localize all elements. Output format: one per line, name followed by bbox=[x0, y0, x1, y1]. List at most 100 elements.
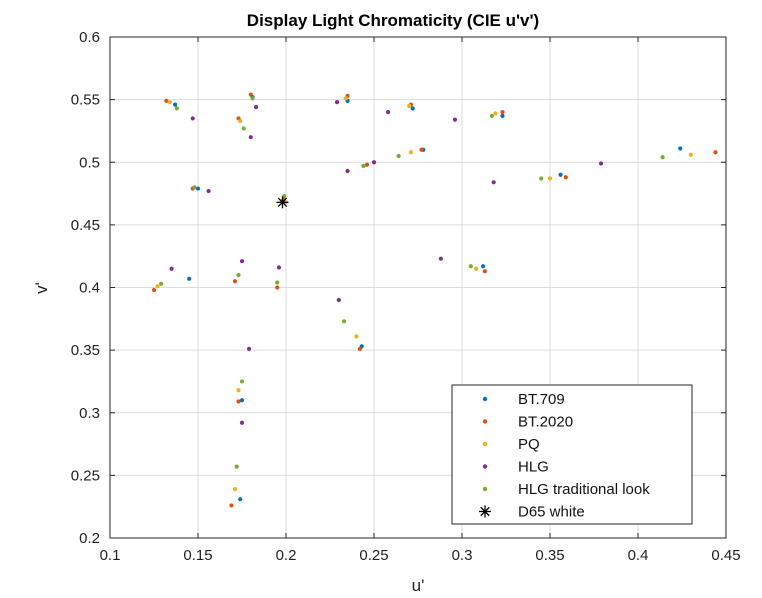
legend-box bbox=[451, 384, 693, 525]
data-point bbox=[169, 266, 174, 271]
data-point bbox=[234, 464, 239, 469]
data-point bbox=[364, 162, 370, 167]
legend-marker bbox=[482, 419, 488, 424]
y-tick-label: 0.5 bbox=[79, 154, 100, 171]
data-point bbox=[174, 106, 179, 111]
data-point bbox=[206, 188, 211, 194]
data-point bbox=[341, 319, 347, 324]
data-point bbox=[452, 117, 458, 122]
data-point bbox=[598, 161, 604, 166]
data-point bbox=[491, 180, 496, 185]
data-point bbox=[334, 100, 340, 105]
data-point bbox=[371, 160, 377, 165]
series-3 bbox=[155, 96, 693, 492]
legend-marker bbox=[482, 396, 488, 402]
data-point-star bbox=[276, 196, 289, 209]
data-point bbox=[236, 388, 241, 393]
data-point bbox=[151, 287, 157, 293]
data-point bbox=[238, 497, 243, 502]
data-point bbox=[239, 420, 245, 425]
data-point bbox=[688, 152, 693, 157]
data-points bbox=[151, 92, 718, 508]
legend-marker bbox=[482, 441, 488, 447]
data-point bbox=[396, 153, 401, 159]
data-point bbox=[167, 100, 172, 105]
y-tick-label: 0.35 bbox=[71, 342, 100, 359]
legend-entry-label: BT.2020 bbox=[518, 414, 573, 431]
legend-entry-label: HLG bbox=[518, 459, 549, 476]
legend: BT.709 BT.2020 PQ HLG HLG traditional look D6… bbox=[451, 384, 693, 525]
data-point bbox=[438, 256, 443, 261]
data-point bbox=[236, 272, 241, 278]
data-point bbox=[195, 186, 201, 191]
x-axis-ticks: 0.1 0.15 0.2 0.25 0.3 0.35 0.4 0.45 bbox=[100, 37, 741, 564]
x-tick-label: 0.35 bbox=[535, 547, 564, 564]
y-axis-label: v' bbox=[32, 282, 51, 294]
data-point bbox=[361, 163, 366, 169]
data-point bbox=[253, 105, 259, 110]
data-point bbox=[713, 150, 718, 155]
data-point bbox=[232, 487, 238, 492]
data-point bbox=[187, 276, 192, 281]
y-tick-label: 0.6 bbox=[79, 29, 100, 46]
data-point bbox=[275, 285, 280, 290]
data-point bbox=[558, 172, 563, 177]
y-tick-label: 0.25 bbox=[71, 467, 100, 484]
data-point bbox=[232, 279, 238, 284]
data-point bbox=[500, 113, 505, 119]
data-point bbox=[408, 150, 414, 155]
data-point bbox=[385, 110, 391, 115]
legend-entry-label: PQ bbox=[518, 436, 540, 453]
y-tick-label: 0.3 bbox=[79, 405, 100, 422]
data-point bbox=[547, 176, 553, 181]
data-point bbox=[410, 106, 415, 111]
data-point bbox=[158, 281, 164, 286]
x-axis-label: u' bbox=[412, 576, 425, 595]
data-point bbox=[336, 297, 341, 303]
data-point bbox=[229, 503, 234, 508]
data-point bbox=[276, 265, 282, 270]
data-point bbox=[539, 176, 544, 181]
data-point bbox=[482, 269, 487, 274]
x-tick-label: 0.25 bbox=[359, 547, 388, 564]
data-point bbox=[239, 379, 245, 384]
data-point bbox=[239, 398, 245, 403]
legend-entry-label: D65 white bbox=[518, 504, 585, 521]
data-point bbox=[407, 103, 412, 108]
data-point bbox=[192, 185, 197, 190]
x-tick-label: 0.3 bbox=[452, 547, 473, 564]
series-6 bbox=[276, 196, 289, 209]
y-tick-label: 0.2 bbox=[79, 530, 100, 547]
data-point bbox=[248, 92, 253, 97]
data-point bbox=[173, 102, 178, 107]
data-point bbox=[481, 264, 486, 269]
data-point bbox=[164, 98, 169, 103]
x-tick-label: 0.1 bbox=[100, 547, 121, 564]
legend-entry-label: HLG traditional look bbox=[518, 481, 650, 498]
data-point bbox=[248, 135, 253, 140]
chart-title: Display Light Chromaticity (CIE u'v') bbox=[247, 11, 539, 30]
data-point bbox=[345, 168, 350, 174]
data-point bbox=[190, 116, 195, 121]
data-point bbox=[357, 346, 363, 351]
legend-entry-label: BT.709 bbox=[518, 391, 565, 408]
legend-marker-star bbox=[479, 505, 491, 518]
legend-marker bbox=[482, 464, 488, 469]
x-tick-label: 0.2 bbox=[276, 547, 297, 564]
data-point bbox=[500, 110, 505, 115]
data-point bbox=[468, 264, 473, 269]
data-point bbox=[473, 266, 479, 271]
series-4 bbox=[169, 100, 604, 425]
data-point bbox=[660, 155, 665, 160]
x-tick-label: 0.15 bbox=[183, 547, 212, 564]
data-point bbox=[354, 334, 359, 339]
y-axis-ticks: 0.2 0.25 0.3 0.35 0.4 0.45 0.5 0.55 0.6 bbox=[71, 29, 726, 547]
data-point bbox=[489, 113, 495, 119]
x-tick-label: 0.4 bbox=[628, 547, 649, 564]
data-point bbox=[236, 399, 241, 404]
legend-marker bbox=[482, 486, 488, 492]
data-point bbox=[250, 96, 255, 101]
data-point bbox=[678, 146, 683, 151]
series-5 bbox=[158, 96, 665, 469]
